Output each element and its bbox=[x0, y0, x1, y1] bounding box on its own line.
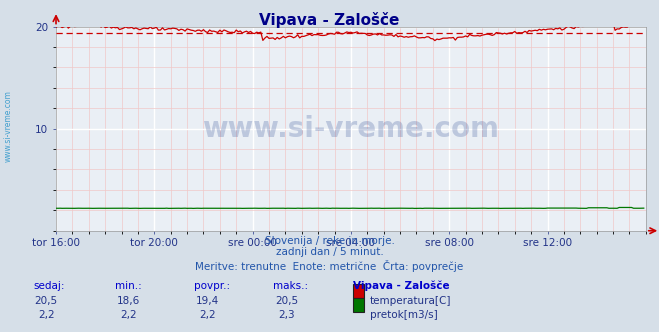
Text: Vipava - Zalošče: Vipava - Zalošče bbox=[259, 12, 400, 28]
Text: 2,3: 2,3 bbox=[278, 310, 295, 320]
Text: povpr.:: povpr.: bbox=[194, 281, 231, 290]
Text: 18,6: 18,6 bbox=[117, 296, 140, 306]
Text: www.si-vreme.com: www.si-vreme.com bbox=[202, 115, 500, 143]
Text: min.:: min.: bbox=[115, 281, 142, 290]
Text: 2,2: 2,2 bbox=[120, 310, 137, 320]
Text: 2,2: 2,2 bbox=[199, 310, 216, 320]
Text: maks.:: maks.: bbox=[273, 281, 308, 290]
Text: sedaj:: sedaj: bbox=[33, 281, 65, 290]
Text: www.si-vreme.com: www.si-vreme.com bbox=[3, 90, 13, 162]
Text: Vipava - Zalošče: Vipava - Zalošče bbox=[353, 281, 449, 291]
Text: Slovenija / reke in morje.: Slovenija / reke in morje. bbox=[264, 236, 395, 246]
Text: 20,5: 20,5 bbox=[275, 296, 299, 306]
Text: temperatura[C]: temperatura[C] bbox=[370, 296, 451, 306]
Text: 2,2: 2,2 bbox=[38, 310, 55, 320]
Text: 19,4: 19,4 bbox=[196, 296, 219, 306]
Text: Meritve: trenutne  Enote: metrične  Črta: povprečje: Meritve: trenutne Enote: metrične Črta: … bbox=[195, 260, 464, 272]
Text: zadnji dan / 5 minut.: zadnji dan / 5 minut. bbox=[275, 247, 384, 257]
Text: 20,5: 20,5 bbox=[34, 296, 58, 306]
Text: pretok[m3/s]: pretok[m3/s] bbox=[370, 310, 438, 320]
